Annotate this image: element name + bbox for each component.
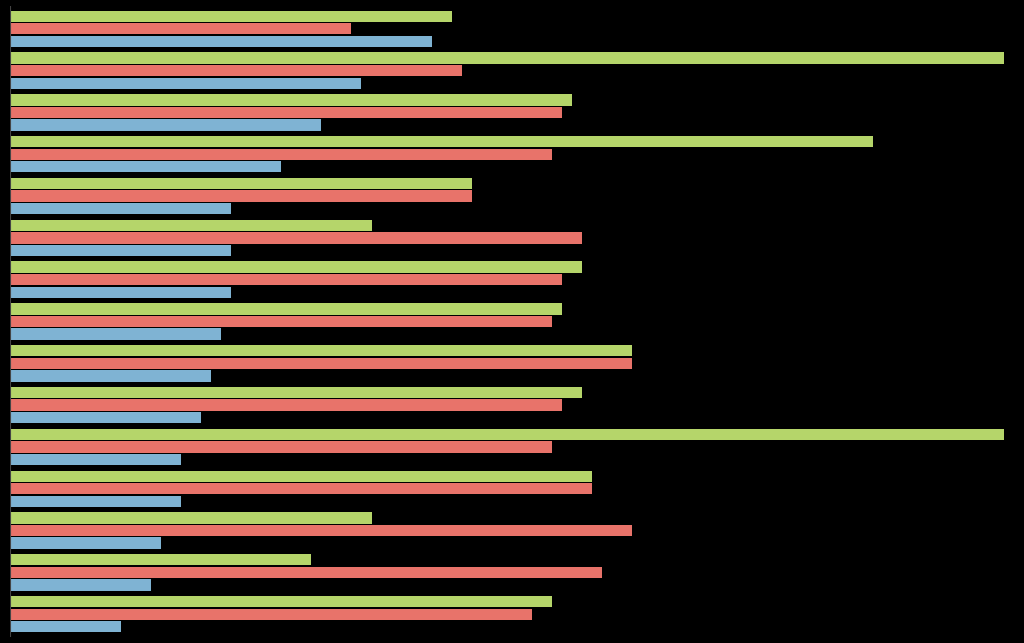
- Bar: [10, 483, 592, 494]
- Bar: [10, 120, 322, 131]
- Bar: [10, 136, 873, 147]
- Bar: [10, 429, 1004, 440]
- Bar: [10, 454, 181, 465]
- Bar: [10, 287, 231, 298]
- Bar: [10, 358, 633, 369]
- Bar: [10, 220, 372, 231]
- Bar: [10, 621, 121, 632]
- Bar: [10, 262, 583, 273]
- Bar: [10, 65, 462, 77]
- Bar: [10, 232, 583, 244]
- Bar: [10, 579, 151, 590]
- Bar: [10, 190, 472, 202]
- Bar: [10, 399, 562, 411]
- Bar: [10, 36, 432, 47]
- Bar: [10, 303, 562, 314]
- Bar: [10, 149, 552, 160]
- Bar: [10, 471, 592, 482]
- Bar: [10, 525, 633, 536]
- Bar: [10, 178, 472, 189]
- Bar: [10, 441, 552, 453]
- Bar: [10, 316, 552, 327]
- Bar: [10, 566, 602, 578]
- Bar: [10, 11, 452, 22]
- Bar: [10, 203, 231, 214]
- Bar: [10, 53, 1004, 64]
- Bar: [10, 274, 562, 285]
- Bar: [10, 387, 583, 398]
- Bar: [10, 596, 552, 607]
- Bar: [10, 95, 572, 105]
- Bar: [10, 370, 211, 381]
- Bar: [10, 512, 372, 523]
- Bar: [10, 161, 282, 172]
- Bar: [10, 412, 201, 423]
- Bar: [10, 23, 351, 35]
- Bar: [10, 496, 181, 507]
- Bar: [10, 538, 161, 548]
- Bar: [10, 107, 562, 118]
- Bar: [10, 345, 633, 356]
- Bar: [10, 608, 532, 620]
- Bar: [10, 245, 231, 256]
- Bar: [10, 329, 221, 340]
- Bar: [10, 78, 361, 89]
- Bar: [10, 554, 311, 565]
